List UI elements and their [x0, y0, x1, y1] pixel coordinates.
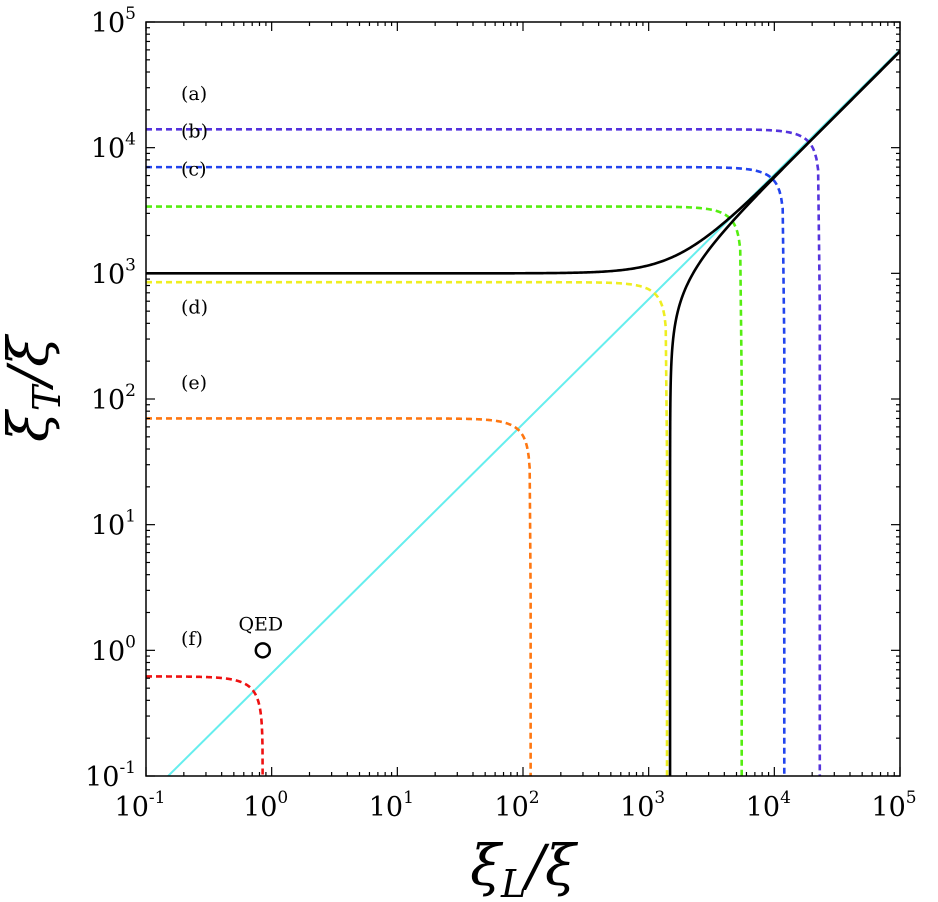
- series-2-curve: [146, 165, 786, 776]
- x-tick-label: 100: [243, 788, 288, 823]
- curve-label-5: (e): [181, 372, 207, 394]
- curve-label-2: (b): [181, 121, 208, 143]
- y-axis-title: ξT/ξ: [0, 333, 69, 442]
- black-curve-2: [668, 49, 900, 776]
- x-tick-label: 105: [871, 788, 916, 823]
- curve-label-6: (f): [181, 628, 203, 650]
- diagonal-line: [167, 49, 900, 776]
- series-5-curve: [146, 417, 532, 776]
- plot-frame: [145, 21, 901, 777]
- labels-layer: 10-1 100 101 102 103 104 105 10-1 100 101 102 103 10…: [85, 4, 917, 823]
- curve-label-3: (c): [181, 159, 206, 181]
- y-tick-label: 10-1: [85, 758, 136, 793]
- curve-label-4: (d): [181, 296, 208, 318]
- x-tick-label: 10-1: [115, 788, 166, 823]
- black-curve-1: [146, 50, 900, 275]
- y-tick-label: 103: [91, 255, 136, 290]
- ticks-layer: [145, 21, 901, 777]
- x-tick-label: 104: [746, 788, 791, 823]
- y-tick-label: 105: [91, 4, 136, 39]
- y-tick-label: 104: [91, 130, 136, 165]
- y-tick-label: 102: [91, 381, 136, 416]
- x-axis-title: ξL/ξ: [470, 834, 579, 902]
- curve-label-1: (a): [181, 83, 207, 105]
- qed-label: QED: [238, 613, 283, 635]
- y-tick-label: 101: [91, 507, 136, 542]
- y-tick-label: 100: [91, 632, 136, 667]
- x-tick-label: 101: [369, 788, 414, 823]
- x-tick-label: 103: [620, 788, 665, 823]
- x-tick-label: 102: [494, 788, 539, 823]
- series-4-curve: [146, 280, 669, 776]
- qed-marker: [254, 642, 272, 659]
- series-1-curve: [146, 128, 822, 776]
- curves-layer: [146, 49, 900, 776]
- series-3-curve: [146, 205, 744, 776]
